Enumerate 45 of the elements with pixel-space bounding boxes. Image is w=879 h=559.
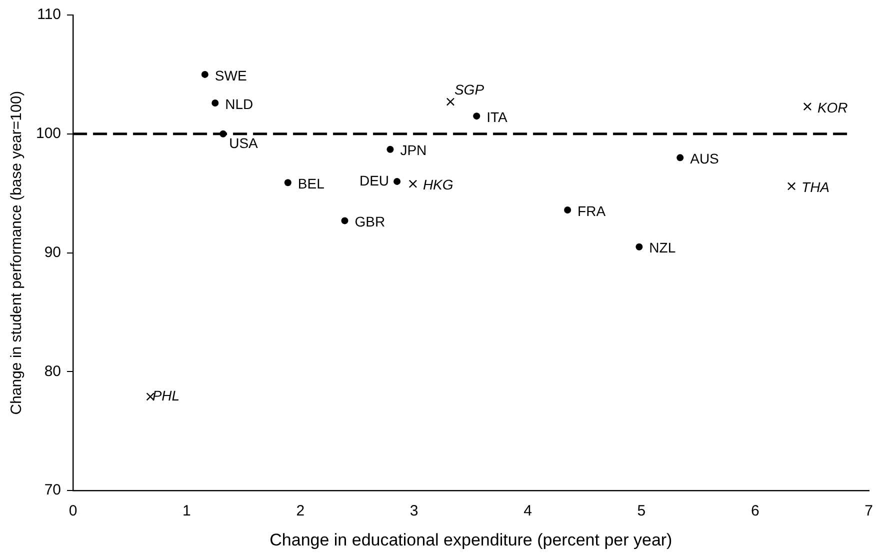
- point: [201, 70, 208, 78]
- annotation: KOR: [817, 99, 848, 116]
- point: [564, 206, 572, 214]
- annotation: THA: [802, 179, 830, 196]
- y-tick-label: 100: [36, 125, 62, 142]
- annotation: DEU: [359, 172, 390, 188]
- annotation: SGP: [454, 82, 485, 98]
- annotation: JPN: [400, 142, 427, 158]
- y-tick-label: 90: [44, 244, 62, 261]
- annotation: NLD: [225, 96, 254, 112]
- annotation: HKG: [422, 176, 454, 193]
- point: [473, 112, 480, 120]
- point: [803, 102, 812, 111]
- annotation: USA: [229, 134, 259, 151]
- annotation: FRA: [578, 202, 606, 219]
- x-axis-title: Change in educational expenditure (percent per year): [270, 530, 672, 550]
- y-tick-label: 110: [37, 6, 62, 24]
- x-tick-label: 1: [182, 502, 191, 520]
- point: [212, 99, 219, 106]
- point: [676, 154, 684, 162]
- x-tick-label: 2: [296, 502, 305, 520]
- point: [284, 179, 292, 186]
- point: [408, 180, 418, 188]
- annotation: GBR: [354, 214, 386, 230]
- x-tick-label: 7: [864, 502, 873, 520]
- annotation: SWE: [214, 67, 247, 84]
- annotation: AUS: [690, 150, 719, 167]
- annotation: BEL: [298, 176, 325, 192]
- y-tick-label: 80: [44, 362, 62, 380]
- point: [341, 217, 348, 224]
- annotation: NZL: [649, 240, 676, 256]
- x-tick-label: 6: [750, 502, 760, 520]
- annotation: PHL: [152, 388, 180, 404]
- point: [446, 98, 455, 106]
- point: [636, 243, 643, 250]
- x-tick-label: 0: [68, 502, 78, 520]
- point: [386, 146, 394, 153]
- x-tick-label: 4: [524, 502, 532, 520]
- x-tick-label: 3: [410, 502, 418, 520]
- y-axis-title: Change in student performance (base year=100): [8, 90, 26, 415]
- point: [787, 182, 796, 190]
- x-tick-label: 5: [637, 502, 646, 520]
- y-tick-label: 70: [44, 482, 62, 499]
- point: [394, 178, 401, 185]
- annotation: ITA: [486, 108, 508, 125]
